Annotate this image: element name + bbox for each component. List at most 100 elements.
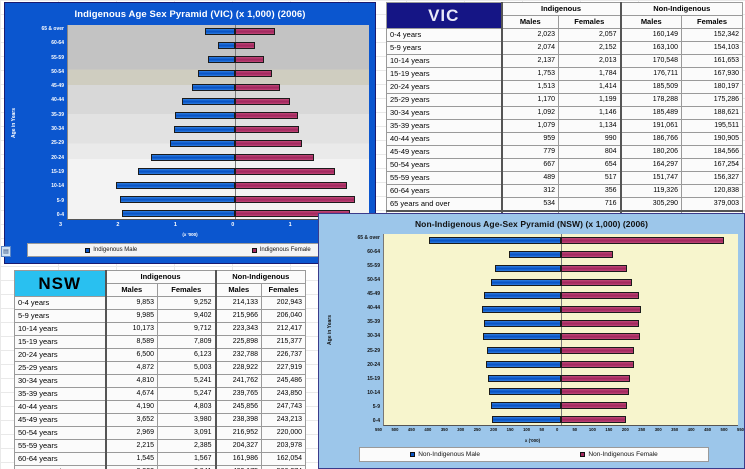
sheet-tab-icon[interactable]: ▤: [1, 246, 11, 257]
male-bar: [191, 84, 236, 92]
table-row: 55-59 years 2,215 2,385 204,327 203,978: [14, 439, 307, 453]
vic-plot-wrapper: Age in Years 65 & over 60-64 55-59 50-54 45-…: [11, 25, 369, 220]
female-bar: [561, 333, 640, 341]
table-cell: 243,213: [260, 413, 307, 427]
nsw-subheader-non-males: Males: [214, 283, 262, 297]
nsw-legend-female-label: Non-Indigenous Female: [588, 451, 658, 458]
table-row: 60-64 years 312 356 119,326 120,838: [386, 184, 744, 198]
female-bar: [561, 237, 724, 245]
female-bar: [235, 98, 291, 106]
y-axis-category-label: 25-29: [51, 140, 64, 147]
table-row: 15-19 years 1,753 1,784 176,711 167,930: [386, 67, 744, 81]
vic-group-header-non-indigenous: Non-Indigenous: [619, 2, 744, 16]
female-bar: [235, 84, 281, 92]
table-cell: 654: [558, 158, 621, 172]
nsw-zero-axis-line: [561, 234, 562, 425]
table-cell: 5,241: [157, 374, 216, 388]
male-bar: [491, 401, 561, 409]
nsw-data-table[interactable]: NSW Indigenous Non-Indigenous Males Fema…: [14, 270, 307, 469]
table-cell: 409,175: [214, 465, 262, 469]
table-cell: 206,040: [260, 309, 307, 323]
male-bar: [137, 167, 236, 175]
table-cell: 8,589: [104, 335, 158, 349]
vic-table-body: 0-4 years 2,023 2,057 160,149 152,342 5-9 yea…: [386, 28, 744, 225]
table-cell: 5,247: [157, 387, 216, 401]
male-bar: [122, 209, 236, 217]
male-bar: [489, 388, 561, 396]
table-row: 65 years and over 534 716 305,290 379,003: [386, 197, 744, 212]
vic-table-header-row-1: VIC Indigenous Non-Indigenous: [386, 2, 744, 29]
nsw-corner-label: NSW: [14, 270, 106, 297]
vic-subheader-non-males: Males: [619, 15, 682, 29]
table-cell: 50-54 years: [14, 426, 106, 440]
y-axis-category-label: 60-64: [367, 249, 380, 256]
table-row: 25-29 years 4,872 5,003 228,922 227,919: [14, 361, 307, 375]
table-cell: 203,978: [260, 439, 307, 453]
female-color-swatch-icon: [580, 452, 586, 457]
table-cell: 180,197: [680, 80, 744, 94]
male-bar: [495, 264, 561, 272]
nsw-subheader-non-females: Females: [260, 283, 307, 297]
vic-pyramid-chart[interactable]: Indigenous Age Sex Pyramid (VIC) (x 1,00…: [4, 2, 376, 264]
table-row: 15-19 years 8,589 7,809 225,898 215,377: [14, 335, 307, 349]
nsw-pyramid-chart[interactable]: Non-Indigenous Age-Sex Pyramid (NSW) (x …: [318, 213, 745, 469]
male-bar: [116, 181, 236, 189]
table-row: 20-24 years 6,500 6,123 232,788 226,737: [14, 348, 307, 362]
vic-zero-axis-line: [235, 25, 237, 219]
male-bar: [508, 251, 561, 259]
table-cell: 312: [500, 184, 559, 198]
female-bar: [235, 139, 303, 147]
male-bar: [217, 42, 236, 50]
table-cell: 534: [500, 197, 559, 212]
female-bar: [235, 42, 256, 50]
y-axis-category-label: 65 & over: [357, 235, 380, 241]
table-cell: 25-29 years: [386, 93, 502, 107]
table-cell: 119,326: [619, 184, 682, 198]
table-cell: 226,737: [260, 348, 307, 362]
table-cell: 5,003: [157, 361, 216, 375]
table-cell: 195,511: [680, 119, 744, 133]
table-cell: 1,092: [500, 106, 559, 120]
nsw-x-axis-unit-label: x ('000): [524, 438, 541, 443]
y-axis-category-label: 0-4: [56, 211, 64, 218]
table-cell: 990: [558, 132, 621, 146]
table-cell: 1,567: [157, 452, 216, 466]
y-axis-category-label: 50-54: [51, 68, 64, 75]
nsw-table-header-row-1: NSW Indigenous Non-Indigenous: [14, 270, 307, 297]
table-row: 5-9 years 9,985 9,402 215,966 206,040: [14, 309, 307, 323]
table-cell: 1,146: [558, 106, 621, 120]
table-cell: 0-4 years: [386, 28, 502, 42]
male-color-swatch-icon: [85, 247, 91, 253]
nsw-plot-area: [383, 234, 738, 426]
table-cell: 10,173: [104, 322, 158, 336]
table-cell: 25-29 years: [14, 361, 106, 375]
vic-y-axis-title: Age in Years: [11, 107, 17, 138]
table-cell: 170,548: [619, 54, 682, 68]
table-cell: 120,838: [680, 184, 744, 198]
vic-legend-female-label: Indigenous Female: [259, 247, 311, 253]
vic-data-table[interactable]: VIC Indigenous Non-Indigenous Males Fema…: [386, 2, 744, 225]
female-bar: [561, 319, 640, 327]
table-cell: 30-34 years: [14, 374, 106, 388]
male-bar: [198, 70, 236, 78]
table-cell: 212,417: [260, 322, 307, 336]
male-bar: [207, 56, 236, 64]
y-axis-category-label: 5-9: [56, 197, 64, 204]
y-axis-category-label: 35-39: [367, 319, 380, 326]
y-axis-category-label: 5-9: [372, 403, 380, 410]
table-cell: 176,711: [619, 67, 682, 81]
table-cell: 779: [500, 145, 559, 159]
table-cell: 7,809: [157, 335, 216, 349]
table-cell: 239,765: [214, 387, 262, 401]
table-cell: 40-44 years: [14, 400, 106, 414]
vic-subheader-ind-males: Males: [500, 15, 559, 29]
female-bar: [235, 70, 272, 78]
table-row: 0-4 years 2,023 2,057 160,149 152,342: [386, 28, 744, 42]
table-cell: 2,152: [558, 41, 621, 55]
table-cell: 517: [558, 171, 621, 185]
male-bar: [492, 415, 561, 423]
table-cell: 5-9 years: [386, 41, 502, 55]
male-bar: [484, 292, 561, 300]
female-bar: [235, 153, 315, 161]
nsw-legend-female: Non-Indigenous Female: [580, 451, 658, 458]
